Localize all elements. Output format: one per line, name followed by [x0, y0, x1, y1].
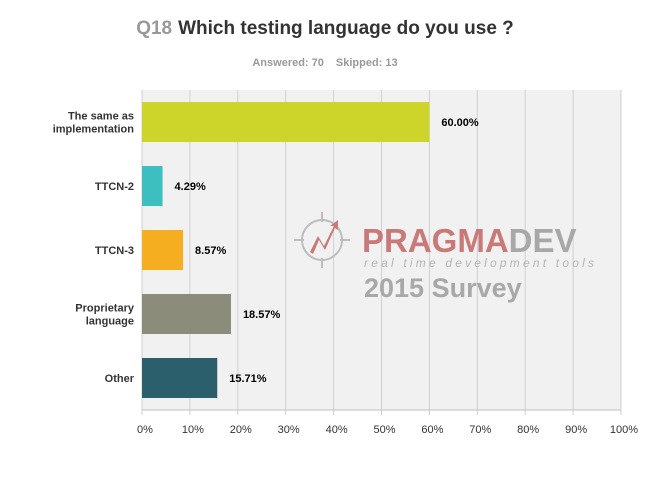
x-tick-label: 80%	[517, 424, 539, 436]
x-tick-label: 50%	[373, 424, 395, 436]
watermark-brand-dev: DEV	[509, 222, 577, 259]
value-labels: 60.00% 4.29% 8.57% 18.57% 15.71%	[175, 117, 479, 385]
category-labels: The same as implementation TTCN-2 TTCN-3 Pro…	[53, 111, 135, 386]
value-label: 15.71%	[229, 373, 267, 385]
bar	[142, 294, 231, 334]
value-label: 4.29%	[175, 181, 206, 193]
watermark-brand-pragma: PRAGMA	[362, 222, 509, 259]
x-tick-label: 0%	[137, 424, 153, 436]
category-label: TTCN-2	[95, 181, 134, 193]
x-tick-label: 10%	[182, 424, 204, 436]
x-tick-label: 20%	[230, 424, 252, 436]
x-tick-label: 60%	[421, 424, 443, 436]
question-number: Q18	[136, 18, 173, 39]
question-text: Which testing language do you use ?	[178, 18, 514, 39]
chart-title: Q18 Which testing language do you use ?	[0, 18, 650, 40]
x-tick-label: 90%	[565, 424, 587, 436]
x-tick-label: 70%	[469, 424, 491, 436]
watermark: PRAGMADEV real time development tools 20…	[294, 212, 597, 303]
watermark-tagline: real time development tools	[364, 256, 597, 270]
watermark-survey-text: 2015 Survey	[364, 273, 522, 303]
answered-count: Answered: 70	[252, 57, 324, 69]
x-axis-ticks: 0% 10% 20% 30% 40% 50% 60% 70% 80% 90% 100%	[137, 424, 638, 436]
value-label: 60.00%	[441, 117, 479, 129]
category-label: Proprietary language	[75, 303, 135, 328]
x-tick-label: 40%	[326, 424, 348, 436]
x-tick-label: 30%	[278, 424, 300, 436]
response-stats: Answered: 70 Skipped: 13	[0, 57, 650, 69]
category-label: Other	[105, 373, 135, 385]
category-label: The same as implementation	[53, 111, 135, 136]
x-tick-label: 100%	[610, 424, 638, 436]
bar	[142, 358, 218, 398]
svg-text:PRAGMADEV: PRAGMADEV	[362, 222, 577, 259]
value-label: 8.57%	[195, 245, 226, 257]
skipped-count: Skipped: 13	[335, 57, 398, 69]
bar	[142, 166, 163, 206]
bar	[142, 230, 184, 270]
value-label: 18.57%	[243, 309, 281, 321]
pragmadev-logo-icon	[294, 212, 350, 268]
category-label: TTCN-3	[95, 245, 134, 257]
bar	[142, 102, 430, 142]
bars	[142, 102, 430, 398]
